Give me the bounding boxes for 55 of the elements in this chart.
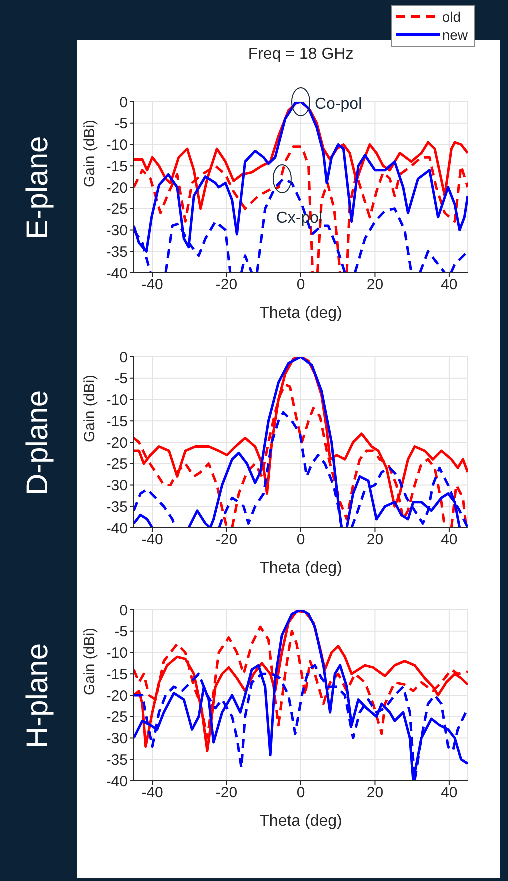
y-axis-title: Gain (dBi) <box>81 628 98 696</box>
y-tick-label: -15 <box>106 158 128 176</box>
x-tick-label: 0 <box>296 532 306 549</box>
chart-title: Freq = 18 GHz <box>247 46 355 64</box>
x-tick-label: -20 <box>216 532 238 549</box>
text: H-plane <box>22 642 56 748</box>
y-tick-label: -10 <box>106 137 128 154</box>
x-tick-label: -40 <box>142 276 164 294</box>
y-tick-label: -30 <box>106 222 128 240</box>
y-axis-title: Gain (dBi) <box>81 374 98 442</box>
text: D-plane <box>22 390 56 496</box>
y-tick-label: -20 <box>106 688 128 705</box>
y-tick-label: 0 <box>120 349 128 366</box>
y-tick-label: -40 <box>106 265 128 282</box>
y-tick-label: 0 <box>120 602 128 620</box>
y-tick-label: -10 <box>106 645 128 662</box>
y-tick-label: -30 <box>106 730 128 748</box>
x-tick-label: 20 <box>366 532 384 549</box>
y-tick-label: -5 <box>114 370 128 388</box>
x-tick-label: 0 <box>296 276 306 294</box>
x-tick-label: 40 <box>441 276 458 294</box>
y-tick-label: -15 <box>106 413 128 430</box>
x-axis-title: Theta (deg) <box>260 560 342 577</box>
legend-label: old <box>442 8 461 26</box>
x-axis-title: Theta (deg) <box>260 813 342 830</box>
text: E-plane <box>22 136 56 240</box>
x-tick-label: -40 <box>142 532 164 549</box>
y-tick-label: -25 <box>106 201 128 218</box>
x-tick-label: 0 <box>296 784 306 802</box>
x-tick-label: -20 <box>216 276 238 294</box>
y-tick-label: -40 <box>106 773 128 790</box>
legend-label: new <box>442 26 468 44</box>
y-tick-label: -35 <box>106 752 128 769</box>
y-tick-label: -25 <box>106 709 128 726</box>
y-tick-label: -20 <box>106 434 128 452</box>
x-tick-label: 40 <box>441 784 458 802</box>
y-axis-title: Gain (dBi) <box>81 120 98 188</box>
y-tick-label: -10 <box>106 392 128 410</box>
y-tick-label: -25 <box>106 456 128 474</box>
y-tick-label: -40 <box>106 520 128 538</box>
y-tick-label: 0 <box>120 94 128 112</box>
y-tick-label: -15 <box>106 666 128 684</box>
x-tick-label: -40 <box>142 784 164 802</box>
x-tick-label: 20 <box>366 276 384 294</box>
y-tick-label: -35 <box>106 244 128 261</box>
x-tick-label: 40 <box>441 532 458 549</box>
x-tick-label: 20 <box>366 784 384 802</box>
y-tick-label: -5 <box>114 624 128 641</box>
y-tick-label: -20 <box>106 180 128 197</box>
x-tick-label: -20 <box>216 784 238 802</box>
annotation: Co-pol <box>315 96 362 113</box>
y-tick-label: -35 <box>106 498 128 516</box>
x-axis-title: Theta (deg) <box>260 305 342 322</box>
y-tick-label: -30 <box>106 478 128 495</box>
y-tick-label: -5 <box>114 116 128 133</box>
